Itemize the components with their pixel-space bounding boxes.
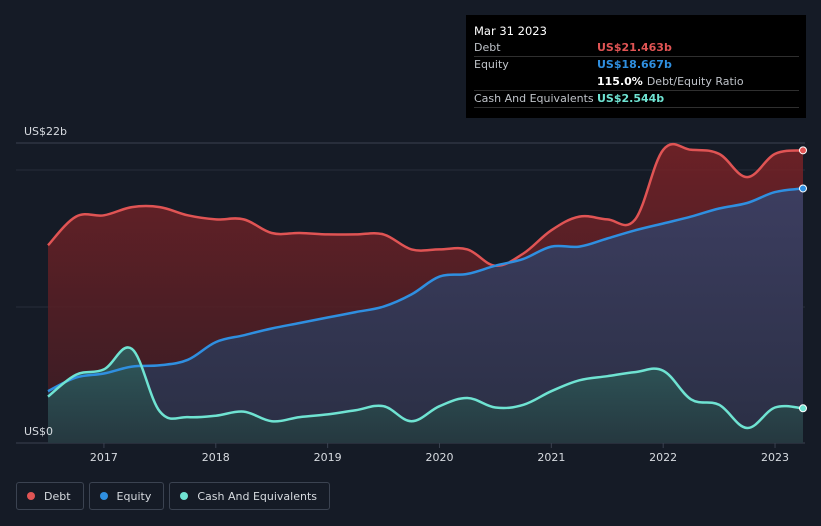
tooltip-row-cash: Cash And Equivalents US$2.544b (474, 90, 799, 108)
x-tick-label-2023: 2023 (761, 451, 789, 464)
tooltip-ratio-label: Debt/Equity Ratio (646, 75, 744, 88)
tooltip-cash-label: Cash And Equivalents (474, 92, 594, 105)
legend-item-cash[interactable]: Cash And Equivalents (169, 482, 330, 510)
line-cash (47, 346, 804, 430)
end-marker-cash (799, 404, 807, 413)
tooltip-equity-label: Equity (474, 58, 509, 71)
x-tick-label-2022: 2022 (649, 451, 677, 464)
x-tick-label-2021: 2021 (537, 451, 565, 464)
tooltip-row-debt: Debt US$21.463b (474, 39, 799, 57)
tooltip-row-equity: Equity US$18.667b (474, 56, 799, 73)
end-marker-debt (799, 146, 807, 155)
end-markers (799, 146, 807, 413)
legend-dot-cash-icon (180, 492, 189, 500)
legend-label-equity: Equity (116, 489, 152, 503)
x-tick-label-2017: 2017 (90, 451, 118, 464)
area-cash (48, 347, 803, 443)
line-equity (47, 187, 804, 393)
x-axis-ticks: 2017 2018 2019 2020 2021 2022 2023 (90, 443, 789, 464)
legend-item-equity[interactable]: Equity (88, 482, 165, 510)
data-tooltip: Mar 31 2023 Debt US$21.463b Equity US$18… (466, 15, 806, 118)
series-lines (47, 142, 804, 430)
legend-label-cash: Cash And Equivalents (197, 489, 317, 503)
legend-item-debt[interactable]: Debt (16, 482, 84, 510)
tooltip-row-ratio: 115.0% Debt/Equity Ratio (474, 73, 799, 91)
x-tick-label-2018: 2018 (202, 451, 230, 464)
tooltip-ratio-value: 115.0% (597, 75, 643, 88)
tooltip-equity-value: US$18.667b (597, 58, 672, 71)
y-axis-top-label: US$22b (24, 125, 67, 138)
legend-dot-equity-icon (99, 492, 108, 500)
legend-dot-debt-icon (27, 492, 35, 500)
line-debt (47, 142, 804, 267)
end-marker-equity (799, 184, 807, 193)
x-tick-label-2020: 2020 (425, 451, 453, 464)
chart-legend: Debt Equity Cash And Equivalents (16, 482, 330, 510)
legend-label-debt: Debt (44, 489, 71, 503)
tooltip-debt-label: Debt (474, 41, 501, 54)
tooltip-date: Mar 31 2023 (474, 24, 547, 38)
x-tick-label-2019: 2019 (314, 451, 342, 464)
tooltip-cash-value: US$2.544b (597, 92, 665, 105)
tooltip-ratio: 115.0% Debt/Equity Ratio (597, 75, 744, 88)
tooltip-debt-value: US$21.463b (597, 41, 672, 54)
y-axis-bottom-label: US$0 (24, 425, 53, 438)
